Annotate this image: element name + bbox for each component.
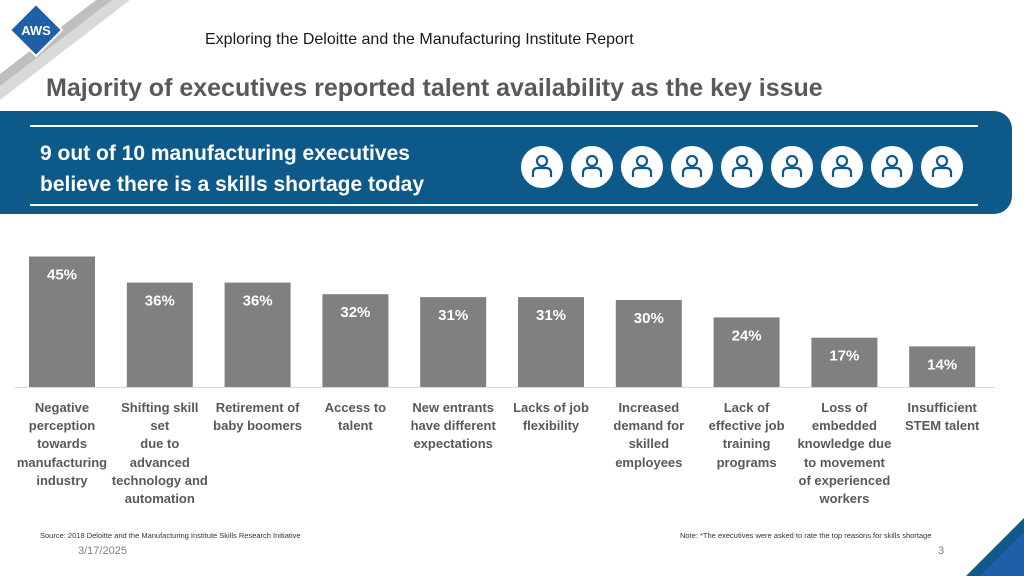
- category-label-line: Lack of: [723, 400, 770, 415]
- corner-decoration: [966, 518, 1024, 576]
- bar: [713, 317, 780, 387]
- category-label-line: workers: [819, 491, 870, 507]
- bar-value-label: 32%: [340, 304, 370, 321]
- person-icon: [821, 146, 863, 188]
- category-label-line: technology and: [111, 472, 208, 488]
- category-label-line: of experienced: [798, 472, 891, 488]
- category-label-line: demand for: [613, 418, 685, 434]
- bar-value-label: 30%: [634, 310, 664, 327]
- bar-value-label: 36%: [145, 293, 175, 310]
- category-label-line: baby boomers: [213, 418, 303, 434]
- category-label: Increased demand for skilled employees: [600, 399, 698, 472]
- category-label-line: programs: [716, 454, 777, 470]
- slide-date: 3/17/2025: [78, 545, 127, 557]
- category-label-line: employees: [615, 454, 683, 470]
- category-label-line: perception: [28, 418, 96, 434]
- bar-chart: 45% 36% 36% 32% 31% 31% 30% 24% 17% 14%: [15, 256, 995, 388]
- category-label: Loss of embedded knowledge due to movement o…: [795, 399, 893, 508]
- category-label-line: Retirement of: [215, 400, 300, 415]
- bar-value-label: 45%: [47, 267, 77, 284]
- bar-value-label: 17%: [829, 348, 859, 365]
- category-label-line: due to: [140, 436, 180, 452]
- bar: [811, 337, 878, 387]
- bar: [29, 256, 95, 387]
- category-label: Insufficient STEM talent: [893, 399, 991, 435]
- category-label: Retirement of baby boomers: [209, 399, 307, 435]
- category-label-line: manufacturing: [16, 454, 108, 470]
- bar-value-label: 31%: [438, 307, 468, 324]
- bar-value-label: 14%: [927, 356, 957, 373]
- bar-value-label: 31%: [536, 307, 566, 324]
- category-label-line: towards: [37, 436, 87, 452]
- bar: [420, 297, 487, 387]
- bar: [518, 297, 584, 387]
- person-icon: [671, 146, 713, 188]
- banner-statement: 9 out of 10 manufacturing executives bel…: [40, 138, 480, 200]
- category-label: Access to talent: [306, 399, 404, 435]
- category-label-line: knowledge due: [797, 436, 892, 452]
- logo-text: AWS: [21, 23, 51, 38]
- logo-diamond: [8, 2, 64, 58]
- category-label-line: New entrants: [412, 400, 494, 415]
- logo-area: AWS: [0, 0, 130, 100]
- person-icon: [521, 146, 563, 188]
- category-label-line: effective job: [708, 418, 785, 434]
- category-label: Lack of effective job training programs: [698, 399, 796, 472]
- bar-value-label: 36%: [243, 293, 273, 310]
- category-label: New entrants have different expectations: [404, 399, 502, 454]
- banner-line-1: 9 out of 10 manufacturing executives: [40, 142, 410, 165]
- category-label-line: have different: [410, 418, 496, 434]
- person-icon: [721, 146, 763, 188]
- category-label-line: Increased: [618, 400, 680, 415]
- category-label-line: to movement: [803, 454, 885, 470]
- person-icon: [571, 146, 613, 188]
- category-label-line: training: [722, 436, 771, 452]
- banner-line-2: believe there is a skills shortage today: [40, 173, 424, 196]
- category-label-line: industry: [36, 472, 88, 488]
- person-icon: [621, 146, 663, 188]
- bar: [322, 294, 389, 387]
- category-label: Lacks of job flexibility: [502, 399, 600, 435]
- aws-logo: AWS: [0, 0, 130, 100]
- bar: [615, 300, 682, 387]
- footnote: Note: *The executives were asked to rate…: [680, 531, 932, 540]
- report-subtitle: Exploring the Deloitte and the Manufactu…: [205, 31, 634, 48]
- category-label-line: skilled: [628, 436, 670, 452]
- banner-divider-bottom: [30, 204, 978, 206]
- person-icon: [871, 146, 913, 188]
- page-title: Majority of executives reported talent a…: [46, 74, 823, 102]
- category-label-line: advanced: [129, 454, 190, 470]
- person-icon: [771, 146, 813, 188]
- person-icon: [921, 146, 963, 188]
- category-label: Shifting skill set due to advanced technolo…: [111, 399, 209, 508]
- bar: [126, 282, 193, 387]
- category-label-line: automation: [124, 491, 195, 507]
- category-label-line: embedded: [811, 418, 877, 434]
- category-label-line: Negative: [34, 400, 90, 415]
- bar: [224, 282, 291, 387]
- category-label-line: Lacks of job: [513, 400, 589, 415]
- page-number: 3: [938, 545, 945, 557]
- category-label-line: expectations: [413, 436, 493, 452]
- category-label-line: flexibility: [522, 418, 580, 434]
- bar: [909, 346, 976, 387]
- bar-value-label: 24%: [732, 327, 762, 344]
- source-note: Source: 2018 Deloitte and the Manufactur…: [40, 531, 301, 540]
- category-label-line: Loss of: [821, 400, 868, 415]
- category-label: Negative perception towards manufacturing in…: [13, 399, 111, 490]
- banner-divider-top: [30, 125, 978, 127]
- category-label-line: STEM talent: [904, 418, 980, 434]
- category-label-line: Insufficient: [907, 400, 977, 415]
- category-label-line: Shifting skill set: [121, 400, 199, 434]
- category-label-line: Access to talent: [324, 400, 387, 434]
